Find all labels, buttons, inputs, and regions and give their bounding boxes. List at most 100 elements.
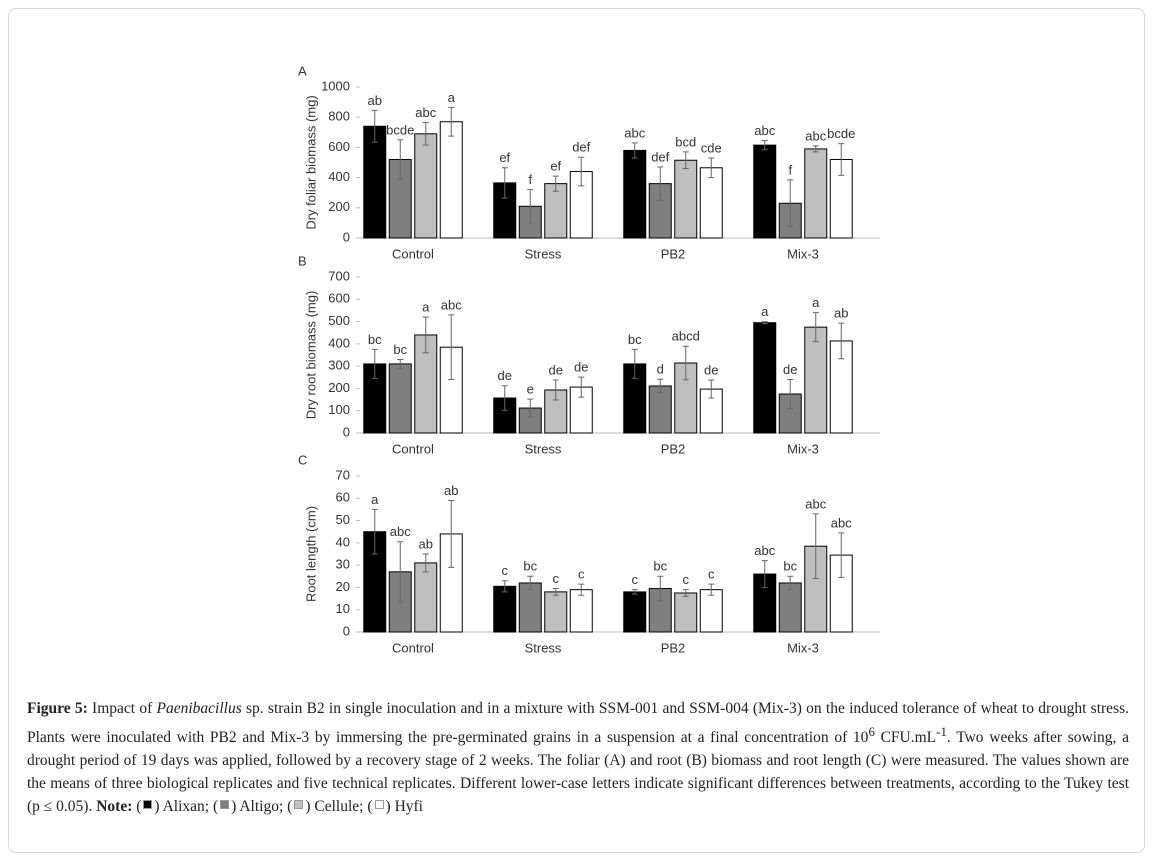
bar xyxy=(414,562,438,633)
caption-text: -1 xyxy=(936,724,947,739)
error-bar xyxy=(682,151,689,170)
legend-swatch xyxy=(220,800,230,810)
significance-letter: abc xyxy=(805,496,826,511)
significance-letter: c xyxy=(683,572,690,587)
significance-letter: c xyxy=(502,563,509,578)
significance-letter: c xyxy=(578,567,585,582)
error-bar xyxy=(578,376,585,398)
legend-name: Hyfi xyxy=(386,798,423,815)
significance-letter: c xyxy=(708,567,715,582)
error-bar xyxy=(578,583,585,596)
error-bar xyxy=(397,541,404,603)
bar xyxy=(414,133,438,239)
significance-letter: a xyxy=(371,492,379,507)
caption-text: CFU.mL xyxy=(874,729,937,747)
significance-letter: c xyxy=(553,571,560,586)
error-bar xyxy=(552,175,559,192)
error-bar xyxy=(501,385,508,411)
caption-text: sp. strain B2 in single inoculation and … xyxy=(27,700,1129,747)
significance-letter: ab xyxy=(834,306,848,321)
bar xyxy=(544,591,568,633)
significance-letter: abc xyxy=(754,543,775,558)
bar xyxy=(363,125,387,239)
legend-name: Altigo xyxy=(231,798,279,815)
significance-letter: ef xyxy=(550,159,561,174)
panel-letter: A xyxy=(298,63,307,78)
error-bar xyxy=(631,348,638,379)
error-bar xyxy=(527,398,534,418)
y-tick-label: 600 xyxy=(328,139,350,154)
y-tick-label: 0 xyxy=(343,424,350,439)
significance-letter: bcde xyxy=(827,126,855,141)
y-tick-label: 200 xyxy=(328,380,350,395)
significance-letter: def xyxy=(651,149,669,164)
bar xyxy=(699,167,723,239)
bar xyxy=(699,589,723,633)
panel-letter: B xyxy=(298,253,307,268)
error-bar xyxy=(838,143,845,176)
significance-letter: abc xyxy=(754,123,775,138)
error-bar xyxy=(422,121,429,146)
x-tick-label: Control xyxy=(392,441,434,456)
error-bar xyxy=(761,140,768,151)
legend-swatch xyxy=(294,800,304,810)
error-bar xyxy=(631,142,638,159)
significance-letter: bc xyxy=(628,332,642,347)
y-tick-label: 0 xyxy=(343,623,350,638)
error-bar xyxy=(397,358,404,369)
caption-text: Paenibacillus xyxy=(156,700,242,717)
y-tick-label: 60 xyxy=(336,490,350,505)
significance-letter: de xyxy=(574,360,588,375)
bar xyxy=(778,582,802,633)
error-bar xyxy=(657,575,664,602)
error-bar xyxy=(527,189,534,224)
x-tick-label: Control xyxy=(392,640,434,655)
bar xyxy=(623,149,647,239)
significance-letter: c xyxy=(632,572,639,587)
y-tick-label: 400 xyxy=(328,335,350,350)
x-tick-label: Mix-3 xyxy=(787,640,819,655)
y-tick-label: 600 xyxy=(328,291,350,306)
error-bar xyxy=(708,157,715,179)
error-bar xyxy=(657,378,664,394)
significance-letter: abcd xyxy=(672,329,700,344)
bar xyxy=(804,326,828,434)
y-axis-title: Dry root biomass (mg) xyxy=(303,291,318,420)
significance-letter: de xyxy=(704,363,718,378)
x-tick-label: Stress xyxy=(525,441,562,456)
y-tick-label: 500 xyxy=(328,313,350,328)
y-tick-label: 70 xyxy=(336,467,350,482)
y-tick-label: 40 xyxy=(336,534,350,549)
error-bar xyxy=(371,348,378,379)
error-bar xyxy=(761,321,768,325)
bar xyxy=(439,121,463,239)
significance-letter: abc xyxy=(831,515,852,530)
error-bar xyxy=(812,145,819,153)
significance-letter: a xyxy=(761,304,769,319)
significance-letter: de xyxy=(498,368,512,383)
error-bar xyxy=(812,513,819,580)
error-bar xyxy=(838,322,845,360)
x-tick-label: Mix-3 xyxy=(787,246,819,261)
legend-item: Hyfi xyxy=(367,798,423,815)
significance-letter: de xyxy=(549,362,563,377)
x-tick-label: Stress xyxy=(525,246,562,261)
error-bar xyxy=(838,532,845,578)
error-bar xyxy=(657,166,664,201)
error-bar xyxy=(578,156,585,187)
caption-text: . Two weeks after sowing, a drought peri… xyxy=(27,729,1130,816)
significance-letter: bcd xyxy=(675,134,696,149)
error-bar xyxy=(631,589,638,595)
significance-letter: abc xyxy=(390,524,411,539)
error-bar xyxy=(812,312,819,343)
y-tick-label: 100 xyxy=(328,402,350,417)
significance-letter: cde xyxy=(701,140,722,155)
error-bar xyxy=(501,167,508,199)
error-bar xyxy=(761,560,768,588)
significance-letter: abc xyxy=(415,105,436,120)
frame xyxy=(8,8,1145,853)
y-tick-label: 0 xyxy=(343,229,350,244)
bar xyxy=(674,592,698,633)
y-tick-label: 50 xyxy=(336,512,350,527)
significance-letter: bc xyxy=(523,559,537,574)
